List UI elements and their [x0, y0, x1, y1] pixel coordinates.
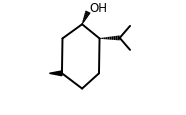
Text: OH: OH — [89, 2, 107, 15]
Polygon shape — [49, 71, 62, 76]
